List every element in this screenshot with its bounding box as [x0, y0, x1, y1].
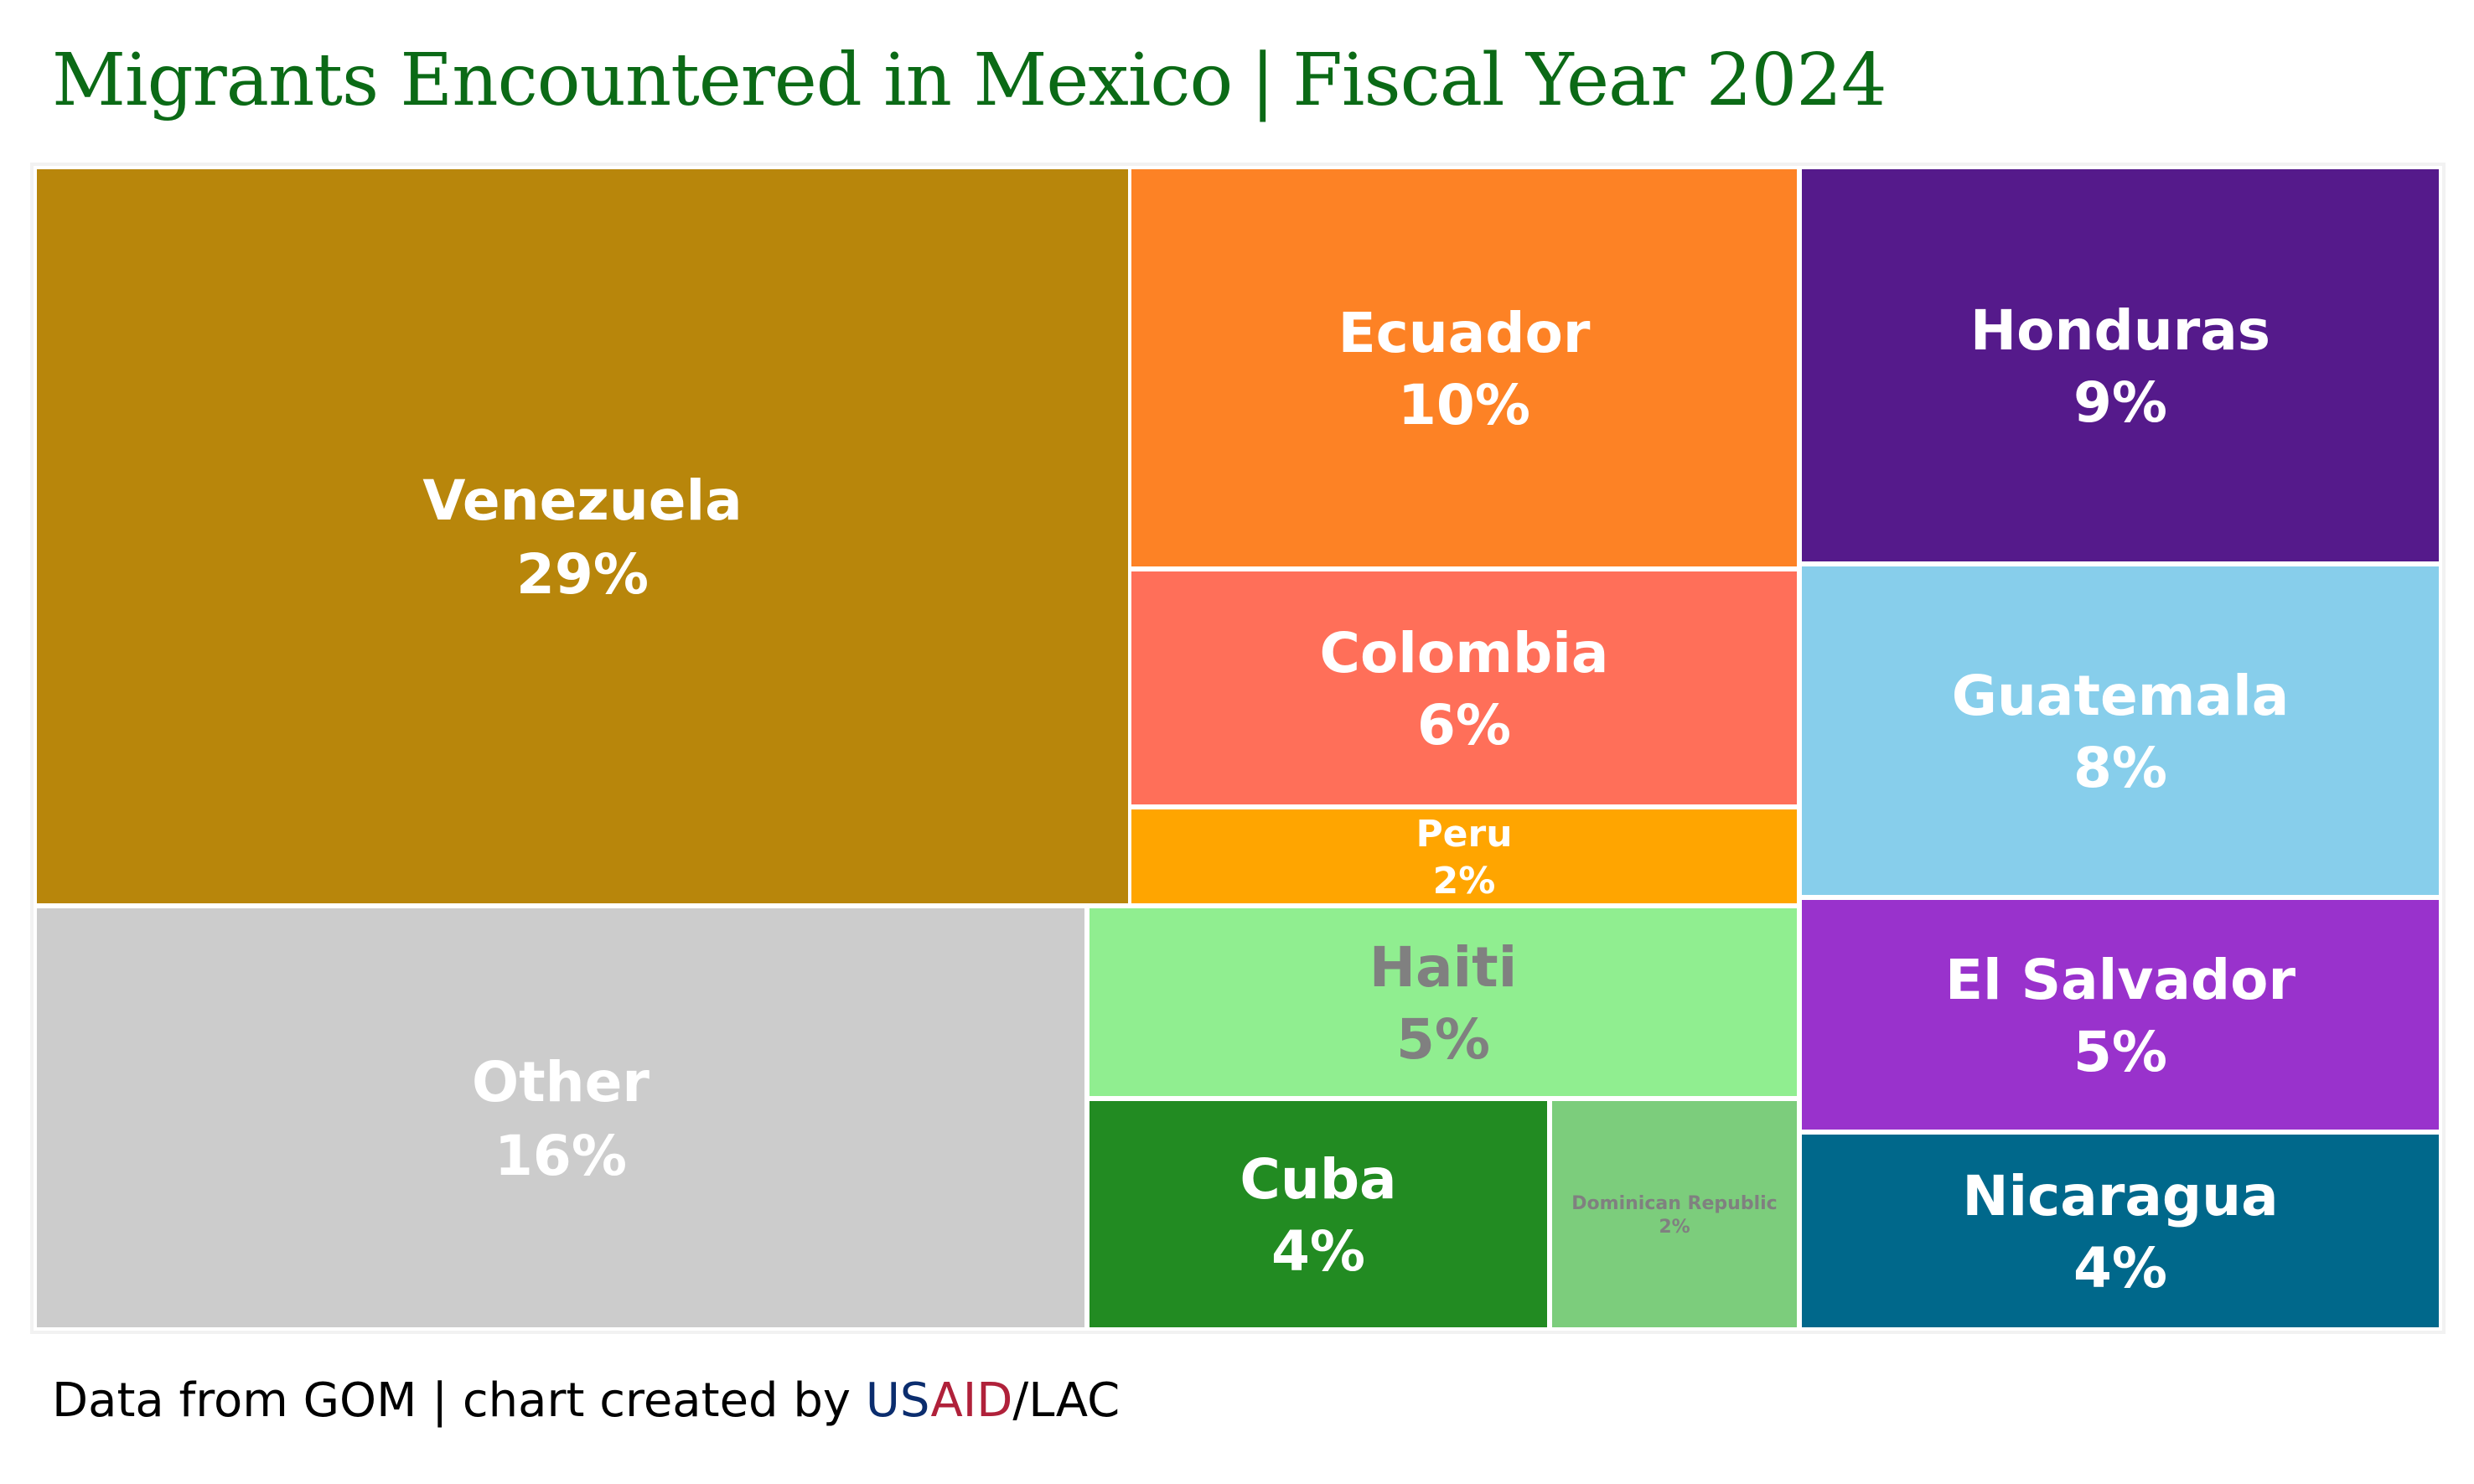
treemap-label-haiti: Haiti: [1369, 935, 1518, 1000]
treemap-cell-haiti: Haiti 5%: [1089, 908, 1797, 1096]
treemap-rect-dominican-republic: [1552, 1101, 1797, 1327]
treemap-cell-venezuela: Venezuela 29%: [37, 169, 1128, 903]
treemap-value-venezuela: 29%: [516, 542, 649, 607]
treemap-frame: [30, 163, 2446, 1334]
treemap-cell-ecuador: Ecuador 10%: [1131, 169, 1797, 566]
treemap-cell-honduras: Honduras 9%: [1802, 169, 2439, 561]
treemap-value-cuba: 4%: [1271, 1219, 1365, 1284]
treemap-rect-cuba: [1089, 1101, 1547, 1327]
treemap-cell-cuba: Cuba 4%: [1089, 1101, 1547, 1327]
treemap-cell-el-salvador: El Salvador 5%: [1802, 900, 2439, 1130]
treemap-cell-other: Other 16%: [37, 908, 1084, 1327]
treemap-cell-guatemala: Guatemala 8%: [1802, 566, 2439, 895]
treemap-value-guatemala: 8%: [2073, 736, 2167, 800]
treemap-label-cuba: Cuba: [1240, 1147, 1396, 1212]
treemap-label-other: Other: [472, 1050, 650, 1114]
treemap-rect-haiti: [1089, 908, 1797, 1096]
treemap-value-peru: 2%: [1433, 860, 1496, 902]
treemap-rect-guatemala: [1802, 566, 2439, 895]
source-note-prefix: Data from GOM | chart created by: [52, 1373, 866, 1428]
treemap-label-venezuela: Venezuela: [422, 468, 742, 533]
treemap-value-el-salvador: 5%: [2073, 1020, 2167, 1084]
treemap-value-colombia: 6%: [1417, 693, 1511, 758]
treemap-label-ecuador: Ecuador: [1338, 301, 1591, 365]
treemap-cell-nicaragua: Nicaragua 4%: [1802, 1135, 2439, 1327]
chart-title: Migrants Encountered in Mexico | Fiscal Ye…: [52, 30, 1887, 131]
treemap-rect-other: [37, 908, 1084, 1327]
treemap-label-colombia: Colombia: [1320, 621, 1609, 685]
treemap-label-el-salvador: El Salvador: [1945, 948, 2296, 1012]
source-note: Data from GOM | chart created by USAID/L…: [52, 1368, 1120, 1435]
treemap-rect-el-salvador: [1802, 900, 2439, 1130]
treemap-value-dominican-republic: 2%: [1659, 1217, 1690, 1238]
chart-title-separator: |: [1250, 39, 1275, 122]
treemap-rect-venezuela: [37, 169, 1128, 903]
treemap-cell-dominican-republic: Dominican Republic 2%: [1552, 1101, 1797, 1327]
treemap-label-peru: Peru: [1416, 813, 1512, 856]
treemap-cell-colombia: Colombia 6%: [1131, 571, 1797, 804]
treemap-label-guatemala: Guatemala: [1952, 664, 2289, 728]
treemap-value-ecuador: 10%: [1398, 373, 1530, 437]
treemap-value-haiti: 5%: [1396, 1007, 1490, 1072]
chart-title-main: Migrants Encountered in Mexico: [52, 39, 1233, 122]
treemap-rect-ecuador: [1131, 169, 1797, 566]
treemap-rect-nicaragua: [1802, 1135, 2439, 1327]
source-note-suffix: /LAC: [1012, 1373, 1121, 1428]
treemap-label-nicaragua: Nicaragua: [1962, 1164, 2278, 1228]
treemap-rect-honduras: [1802, 169, 2439, 561]
treemap-value-honduras: 9%: [2073, 370, 2167, 435]
treemap-rect-peru: [1131, 809, 1797, 903]
treemap-value-other: 16%: [494, 1124, 627, 1188]
chart-title-year: Fiscal Year 2024: [1292, 39, 1887, 122]
usaid-aid: AID: [930, 1373, 1013, 1428]
treemap-label-dominican-republic: Dominican Republic: [1571, 1193, 1777, 1214]
treemap-rect-colombia: [1131, 571, 1797, 804]
treemap-label-honduras: Honduras: [1970, 298, 2270, 363]
usaid-us: US: [865, 1373, 931, 1428]
treemap-value-nicaragua: 4%: [2073, 1236, 2167, 1300]
